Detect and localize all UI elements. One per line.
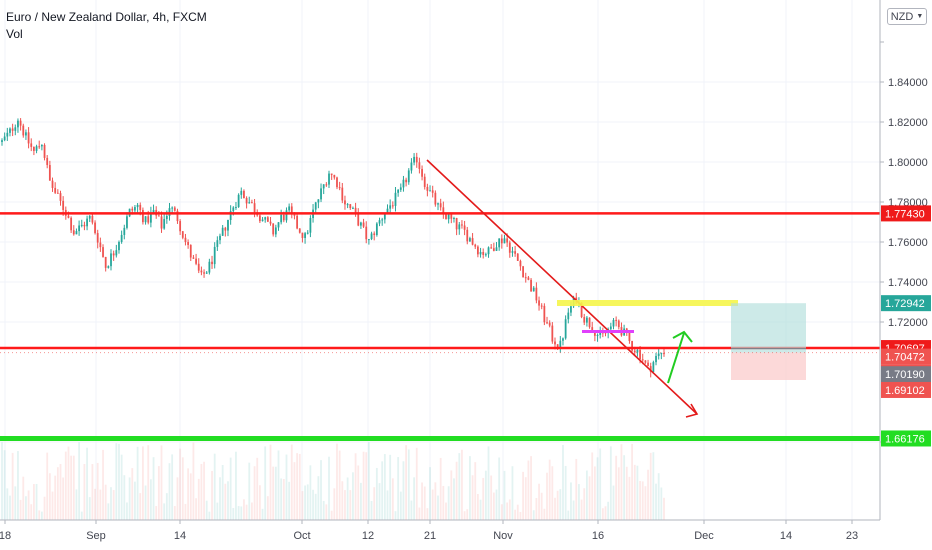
up-arrow-head bbox=[672, 330, 693, 343]
level-price-label bbox=[881, 205, 931, 222]
trendline[interactable] bbox=[426, 159, 698, 415]
x-tick-label: 12 bbox=[362, 530, 374, 542]
stop-price-label-text: 1.69102 bbox=[885, 385, 925, 397]
last-price-label bbox=[881, 348, 931, 365]
currency-label: NZD bbox=[890, 10, 914, 23]
symbol-title: Euro / New Zealand Dollar, 4h, FXCM bbox=[6, 10, 207, 24]
y-tick-label: 1.84000 bbox=[888, 77, 928, 89]
time-axis[interactable]: 18 Sep 14 Oct 12 21 Nov 16 Dec 14 23 bbox=[0, 519, 880, 542]
x-tick-label: Dec bbox=[694, 530, 714, 542]
target-price-label-text: 1.72942 bbox=[885, 298, 925, 310]
down-arrow-head bbox=[685, 403, 699, 418]
bid-price-label-text: 1.70190 bbox=[885, 369, 925, 381]
y-tick-label: 1.74000 bbox=[888, 277, 928, 289]
x-tick-label: 14 bbox=[174, 530, 186, 542]
stop-price-label bbox=[881, 381, 931, 398]
last-price-label-text: 1.70472 bbox=[885, 352, 925, 364]
drawings-layer bbox=[0, 159, 880, 441]
small-zone[interactable] bbox=[582, 330, 634, 333]
up-arrow[interactable] bbox=[667, 332, 685, 384]
x-tick-label: Oct bbox=[293, 530, 310, 542]
x-tick-label: 23 bbox=[846, 530, 858, 542]
x-tick-label: 21 bbox=[424, 530, 436, 542]
chevron-down-icon: ▼ bbox=[916, 13, 924, 20]
x-tick-label: 18 bbox=[0, 530, 11, 542]
position-target-zone[interactable] bbox=[731, 303, 806, 353]
y-tick-label: 1.72000 bbox=[888, 317, 928, 329]
bid-price-label bbox=[881, 366, 931, 383]
candlestick-series bbox=[1, 118, 665, 378]
level-price-label bbox=[881, 430, 931, 447]
target-price-label bbox=[881, 295, 931, 312]
volume-indicator-label[interactable]: Vol bbox=[6, 27, 23, 41]
level-price-label-text: 1.77430 bbox=[885, 208, 925, 220]
y-tick-label: 1.82000 bbox=[888, 117, 928, 129]
x-tick-label: 14 bbox=[780, 530, 792, 542]
x-tick-label: 16 bbox=[592, 530, 604, 542]
position-stop-zone[interactable] bbox=[731, 352, 806, 380]
resistance-zone[interactable] bbox=[557, 300, 738, 306]
y-tick-label: 1.76000 bbox=[888, 237, 928, 249]
y-tick-label: 1.80000 bbox=[888, 157, 928, 169]
x-tick-label: Nov bbox=[493, 530, 513, 542]
chart-grid bbox=[0, 0, 880, 520]
level-price-label-text: 1.66176 bbox=[885, 433, 925, 445]
currency-selector[interactable]: NZD ▼ bbox=[887, 8, 927, 25]
x-tick-label: Sep bbox=[86, 530, 106, 542]
volume-bars bbox=[1, 442, 665, 520]
price-axis[interactable]: 1.840001.820001.800001.780001.760001.740… bbox=[879, 0, 931, 520]
